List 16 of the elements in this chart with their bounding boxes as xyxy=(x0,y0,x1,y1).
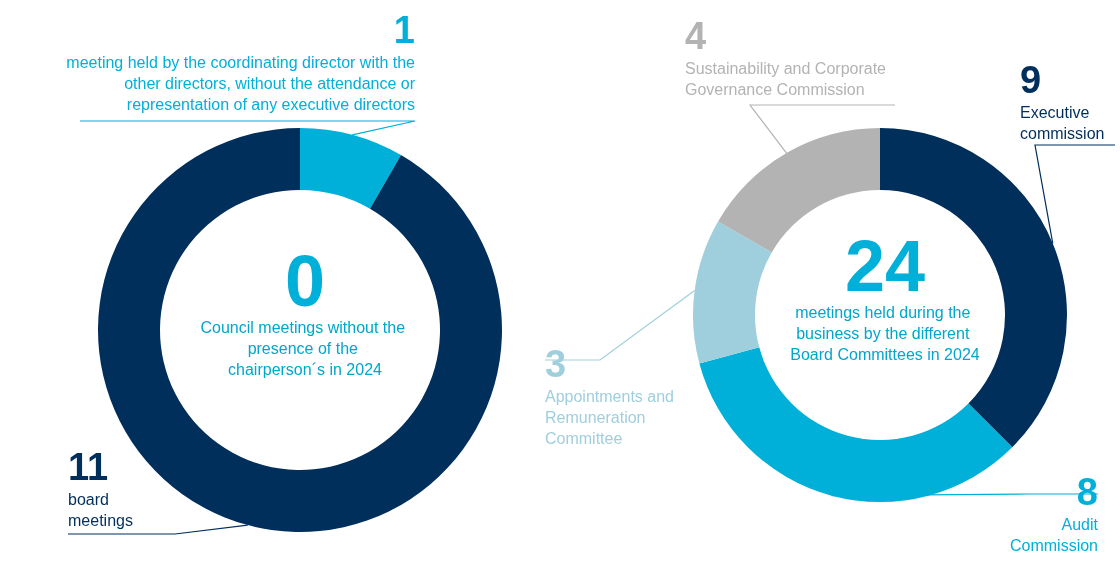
slice-label: Appointments and Remuneration Committee xyxy=(545,388,674,447)
data-label: 4 xyxy=(685,15,707,57)
text: meetings held during the business by the different Board Committees in 2024 xyxy=(790,304,980,363)
data-label: 8 xyxy=(1076,471,1098,513)
slice-label: Executive commission xyxy=(1020,104,1105,142)
data-label: 9 xyxy=(1020,59,1042,101)
slice-label: board meetings xyxy=(68,491,133,529)
slice-label: meeting held by the coordinating director with the other directors, without the attendance or representation of any executive directors xyxy=(66,54,416,113)
data-label: 1 xyxy=(393,9,415,51)
data-label: 3 xyxy=(545,343,567,385)
slice-label: Audit Commission xyxy=(1009,516,1099,554)
text: 24 xyxy=(844,226,926,306)
slice-label: Sustainability and Corporate Governance Commission xyxy=(685,60,887,98)
data-label: 11 xyxy=(68,446,109,488)
text: Council meetings without the presence of the chairperson´s in 2024 xyxy=(200,319,410,378)
text: 0 xyxy=(284,241,326,321)
